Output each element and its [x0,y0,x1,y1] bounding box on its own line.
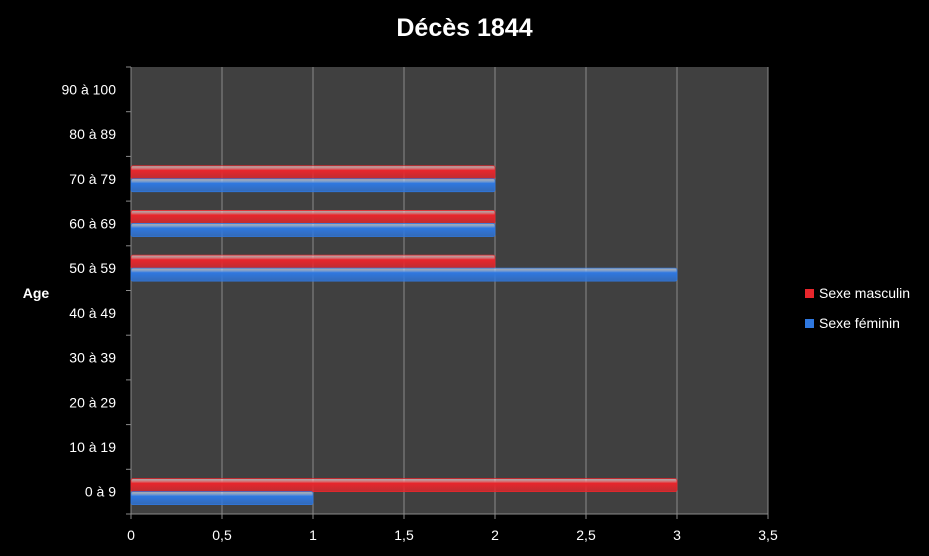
y-tick-label: 70 à 79 [69,171,116,187]
bar-male [130,165,496,180]
legend-swatch-female [805,318,814,328]
legend-item-male: Sexe masculin [805,278,910,308]
bar-female [130,223,496,237]
bar-female [130,178,496,193]
x-tick-label: 2,5 [576,527,596,543]
x-tick-label: 3,5 [758,527,778,543]
bar-female [130,491,314,506]
x-tick-label: 3 [673,527,681,543]
y-tick-label: 50 à 59 [69,260,116,276]
x-tick-label: 0,5 [212,527,232,543]
y-tick-label: 40 à 49 [69,305,116,321]
legend: Sexe masculin Sexe féminin [805,278,910,338]
bar-male [130,478,678,493]
legend-label-male: Sexe masculin [819,285,911,301]
x-tick-label: 0 [127,527,135,543]
y-tick-label: 10 à 19 [69,439,116,455]
y-tick-label: 0 à 9 [85,484,116,500]
legend-swatch-male [805,288,814,298]
legend-item-female: Sexe féminin [805,308,910,338]
chart-title: Décès 1844 [396,14,533,42]
x-tick-label: 1 [309,527,317,543]
bar-male [130,254,496,269]
plot-area [131,67,768,514]
x-tick-label: 2 [491,527,499,543]
y-axis-title: Age [23,285,50,301]
y-tick-label: 90 à 100 [62,81,117,97]
bar-male [130,210,496,224]
y-tick-label: 60 à 69 [69,215,116,231]
x-tick-label: 1,5 [394,527,414,543]
bar-female [130,267,678,282]
y-tick-label: 30 à 39 [69,350,116,366]
y-tick-label: 80 à 89 [69,126,116,142]
legend-label-female: Sexe féminin [819,315,900,331]
y-tick-label: 20 à 29 [69,394,116,410]
